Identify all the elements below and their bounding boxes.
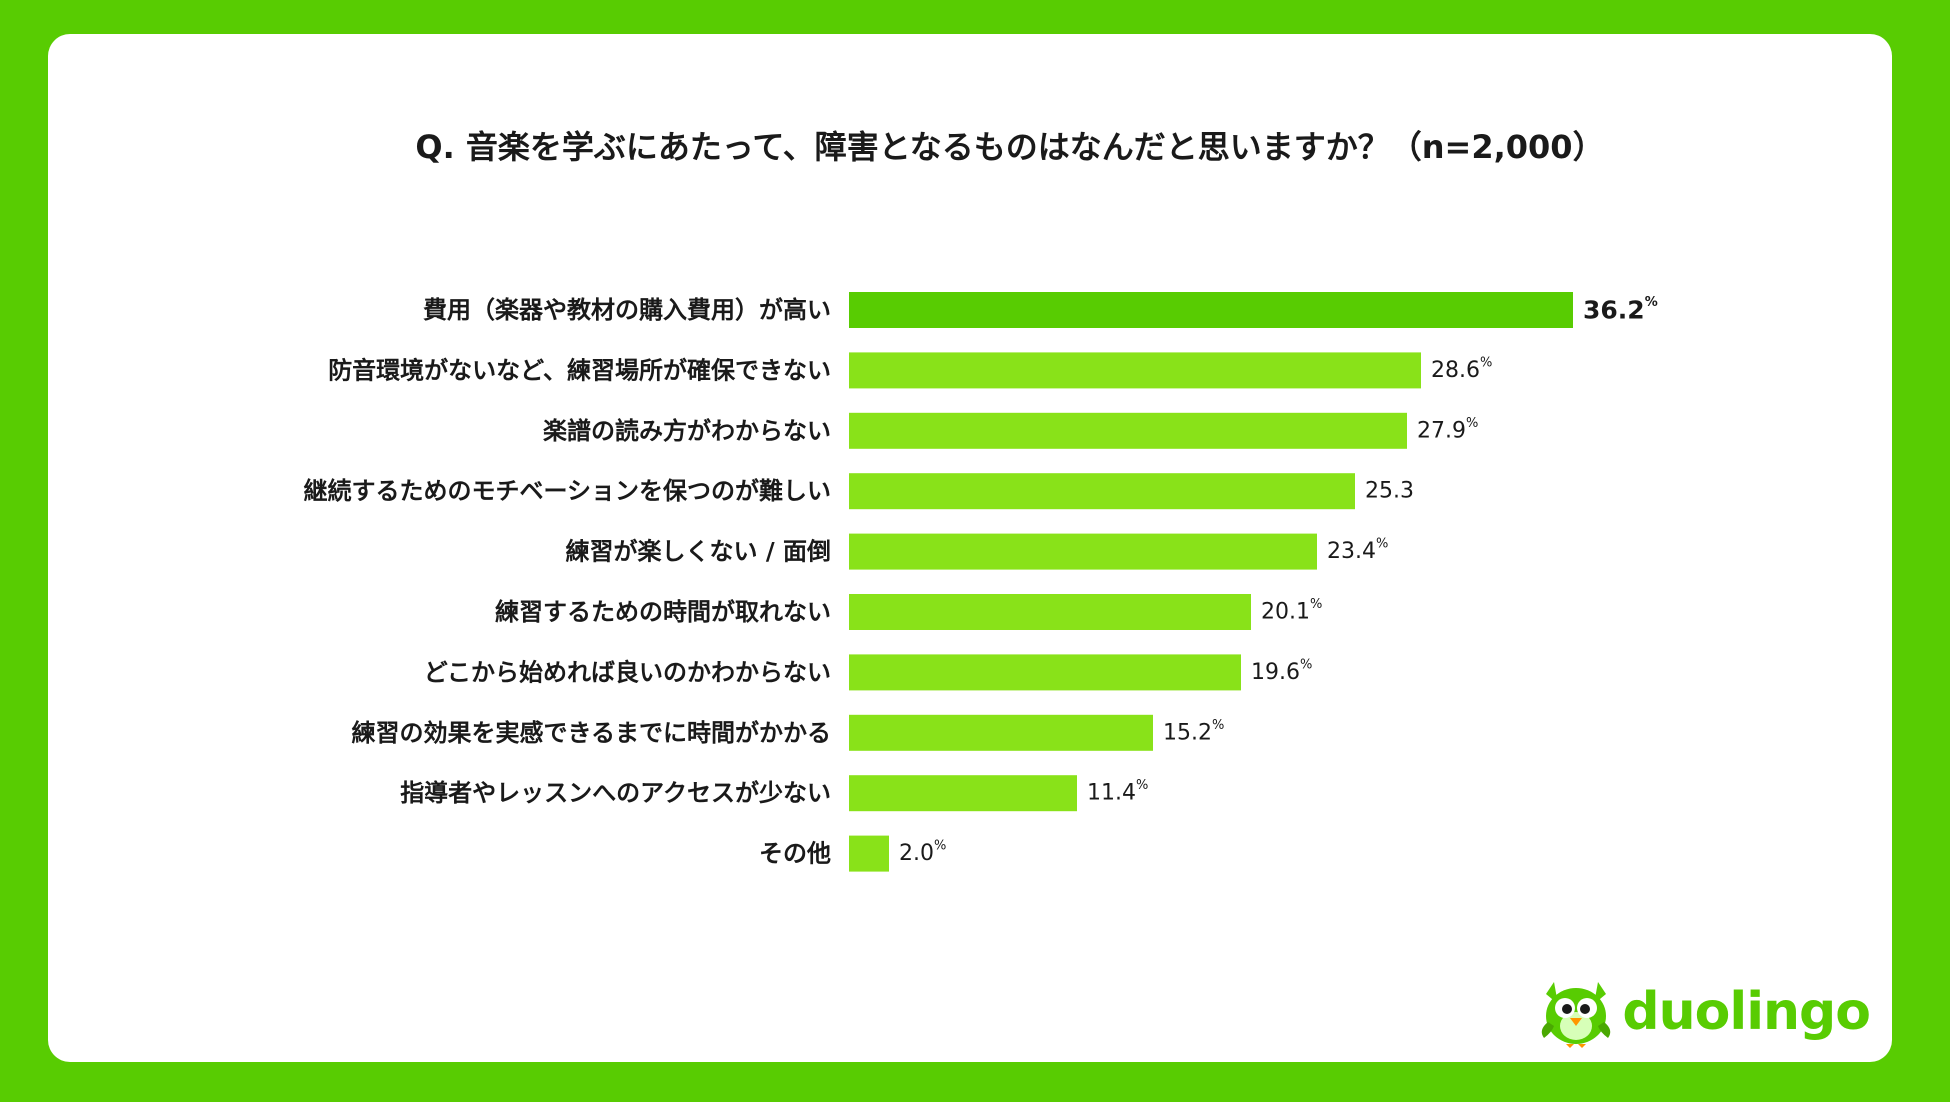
- value-label: 27.9%: [1417, 415, 1478, 443]
- chart-title: Q. 音楽を学ぶにあたって、障害となるものはなんだと思いますか？（n=2,000…: [415, 128, 1605, 166]
- value-label: 11.4%: [1087, 778, 1148, 806]
- unit-label: %: [1310, 597, 1322, 612]
- unit-label: %: [1466, 415, 1478, 430]
- unit-label: %: [1645, 295, 1658, 310]
- value-label: 23.4%: [1327, 536, 1388, 564]
- bar: [849, 533, 1317, 570]
- unit-label: %: [934, 838, 946, 853]
- bar: [849, 292, 1573, 328]
- unit-label: %: [1300, 657, 1312, 672]
- category-label: どこから始めれば良いのかわからない: [424, 658, 831, 686]
- brand-wordmark: duolingo: [1622, 982, 1871, 1042]
- bar: [849, 594, 1251, 630]
- value-label: 2.0%: [899, 838, 946, 866]
- bar-chart: 費用（楽器や教材の購入費用）が高い 36.2% 防音環境がないなど、練習場所が確保で…: [303, 292, 1658, 872]
- owl-icon: [1542, 982, 1611, 1048]
- value-label: 25.3: [1365, 479, 1414, 504]
- bar: [849, 835, 889, 872]
- category-label: 練習が楽しくない / 面倒: [566, 538, 831, 566]
- bar: [849, 654, 1241, 691]
- category-label: 防音環境がないなど、練習場所が確保できない: [328, 356, 831, 384]
- value-label: 15.2%: [1163, 717, 1224, 745]
- value-label: 19.6%: [1251, 657, 1312, 685]
- unit-label: %: [1136, 778, 1148, 793]
- bar: [849, 352, 1421, 389]
- value-label: 28.6%: [1431, 355, 1492, 383]
- category-label: 練習するための時間が取れない: [495, 598, 831, 626]
- chart-card: Q. 音楽を学ぶにあたって、障害となるものはなんだと思いますか？（n=2,000…: [48, 34, 1892, 1062]
- category-label: 継続するためのモチベーションを保つのが難しい: [303, 477, 831, 505]
- duolingo-logo: duolingo: [1536, 974, 1871, 1050]
- category-label: 楽譜の読み方がわからない: [543, 417, 831, 445]
- value-label: 36.2%: [1583, 295, 1658, 325]
- category-label: その他: [759, 840, 831, 868]
- value-label: 20.1%: [1261, 597, 1322, 625]
- unit-label: %: [1376, 536, 1388, 551]
- unit-label: %: [1480, 355, 1492, 370]
- bar: [849, 714, 1153, 751]
- bar: [849, 473, 1355, 510]
- bar: [849, 412, 1407, 449]
- category-label: 指導者やレッスンへのアクセスが少ない: [400, 779, 831, 807]
- category-label: 費用（楽器や教材の購入費用）が高い: [423, 296, 831, 324]
- category-label: 練習の効果を実感できるまでに時間がかかる: [351, 719, 831, 747]
- unit-label: %: [1212, 717, 1224, 732]
- bar: [849, 775, 1077, 812]
